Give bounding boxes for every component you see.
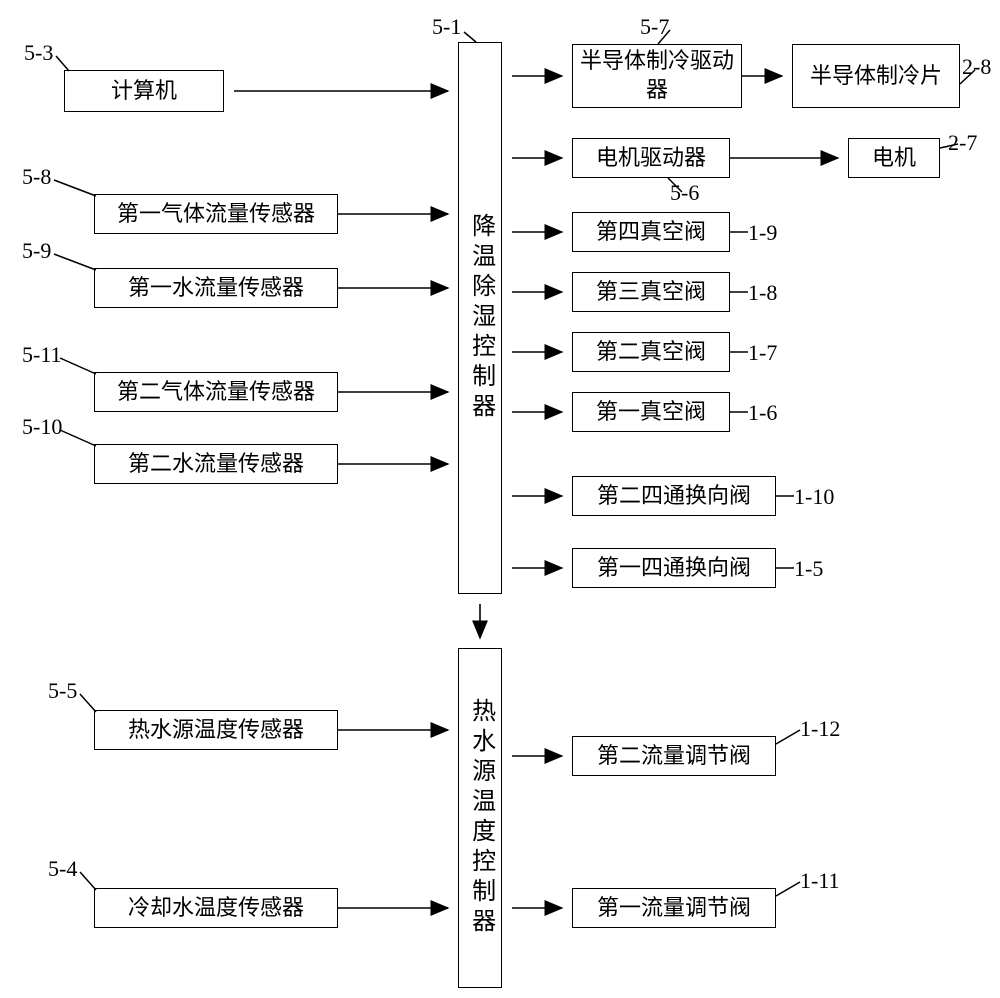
vacuum-valve-2: 第二真空阀 <box>572 332 730 372</box>
cooling-water-temp-sensor: 冷却水温度传感器 <box>94 888 338 928</box>
controller-hotwater-temp: 热水源温度控制器 <box>458 648 502 988</box>
vacuum-valve-3-ref: 1-8 <box>748 280 777 306</box>
water-flow-sensor-1-label: 第一水流量传感器 <box>128 274 304 303</box>
semiconductor-cooling-chip: 半导体制冷片 <box>792 44 960 108</box>
computer-ref: 5-3 <box>24 40 53 66</box>
controller-cooling-dehumid-label: 降温除湿控制器 <box>464 213 495 423</box>
motor-label: 电机 <box>872 144 916 173</box>
computer-label: 计算机 <box>111 77 177 106</box>
leader-water1 <box>0 0 110 290</box>
flow-regulating-valve-1: 第一流量调节阀 <box>572 888 776 928</box>
four-way-valve-2-label: 第二四通换向阀 <box>597 482 751 511</box>
motor-ref: 2-7 <box>948 130 977 156</box>
semiconductor-cooling-chip-ref: 2-8 <box>962 54 991 80</box>
gas-flow-sensor-1-label: 第一气体流量传感器 <box>117 200 315 229</box>
four-way-valve-2-ref: 1-10 <box>794 484 834 510</box>
flow-regulating-valve-1-ref: 1-11 <box>800 868 840 894</box>
vacuum-valve-1: 第一真空阀 <box>572 392 730 432</box>
flow-regulating-valve-1-label: 第一流量调节阀 <box>597 894 751 923</box>
semiconductor-cooling-driver-label: 半导体制冷驱动器 <box>579 47 735 104</box>
motor: 电机 <box>848 138 940 178</box>
four-way-valve-1: 第一四通换向阀 <box>572 548 776 588</box>
motor-driver-ref: 5-6 <box>670 180 699 206</box>
vacuum-valve-3-label: 第三真空阀 <box>596 278 706 307</box>
four-way-valve-1-label: 第一四通换向阀 <box>597 554 751 583</box>
motor-driver-label: 电机驱动器 <box>596 144 706 173</box>
water-flow-sensor-2-label: 第二水流量传感器 <box>128 450 304 479</box>
cooling-water-temp-sensor-label: 冷却水温度传感器 <box>128 894 304 923</box>
semiconductor-cooling-driver: 半导体制冷驱动器 <box>572 44 742 108</box>
vacuum-valve-1-label: 第一真空阀 <box>596 398 706 427</box>
cooling-water-temp-sensor-ref: 5-4 <box>48 856 77 882</box>
gas-flow-sensor-2: 第二气体流量传感器 <box>94 372 338 412</box>
semiconductor-cooling-chip-label: 半导体制冷片 <box>810 62 942 91</box>
vacuum-valve-2-label: 第二真空阀 <box>596 338 706 367</box>
gas-flow-sensor-2-label: 第二气体流量传感器 <box>117 378 315 407</box>
vacuum-valve-3: 第三真空阀 <box>572 272 730 312</box>
semiconductor-cooling-driver-ref: 5-7 <box>640 14 669 40</box>
leader-controller1 <box>0 0 1000 40</box>
flow-regulating-valve-2-ref: 1-12 <box>800 716 840 742</box>
motor-driver: 电机驱动器 <box>572 138 730 178</box>
water-flow-sensor-1: 第一水流量传感器 <box>94 268 338 308</box>
gas-flow-sensor-1-ref: 5-8 <box>22 164 51 190</box>
controller-cooling-dehumid: 降温除湿控制器 <box>458 42 502 594</box>
four-way-valve-2: 第二四通换向阀 <box>572 476 776 516</box>
computer: 计算机 <box>64 70 224 112</box>
hot-water-temp-sensor-label: 热水源温度传感器 <box>128 716 304 745</box>
gas-flow-sensor-2-ref: 5-11 <box>22 342 62 368</box>
water-flow-sensor-2: 第二水流量传感器 <box>94 444 338 484</box>
four-way-valve-1-ref: 1-5 <box>794 556 823 582</box>
flow-regulating-valve-2-label: 第二流量调节阀 <box>597 742 751 771</box>
leader-semiDriver <box>0 0 700 50</box>
water-flow-sensor-2-ref: 5-10 <box>22 414 62 440</box>
vacuum-valve-4: 第四真空阀 <box>572 212 730 252</box>
water-flow-sensor-1-ref: 5-9 <box>22 238 51 264</box>
vacuum-valve-1-ref: 1-6 <box>748 400 777 426</box>
flow-regulating-valve-2: 第二流量调节阀 <box>572 736 776 776</box>
vacuum-valve-4-ref: 1-9 <box>748 220 777 246</box>
controller-cooling-dehumid-ref: 5-1 <box>432 14 461 40</box>
gas-flow-sensor-1: 第一气体流量传感器 <box>94 194 338 234</box>
hot-water-temp-sensor-ref: 5-5 <box>48 678 77 704</box>
vacuum-valve-4-label: 第四真空阀 <box>596 218 706 247</box>
hot-water-temp-sensor: 热水源温度传感器 <box>94 710 338 750</box>
controller-hotwater-temp-label: 热水源温度控制器 <box>464 698 495 938</box>
vacuum-valve-2-ref: 1-7 <box>748 340 777 366</box>
